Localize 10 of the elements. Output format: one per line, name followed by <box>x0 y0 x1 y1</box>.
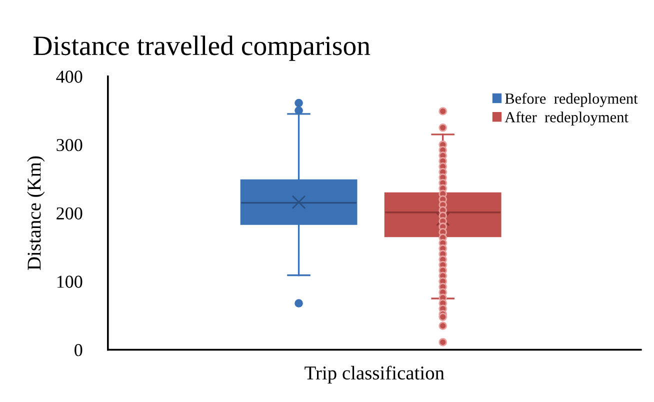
y-tick-label: 300 <box>56 138 82 152</box>
y-tick-label: 400 <box>56 70 82 83</box>
x-axis-title: Trip classification <box>304 366 444 384</box>
y-axis-title: Distance (Km) <box>27 156 45 270</box>
chart-title: Distance travelled comparison <box>34 36 370 61</box>
y-tick-label: 0 <box>74 344 82 356</box>
y-tick-label: 100 <box>57 276 82 288</box>
legend-label: After redeployment <box>504 112 628 126</box>
y-tick-label: 200 <box>56 207 82 220</box>
legend-label: Before redeployment <box>505 92 638 107</box>
